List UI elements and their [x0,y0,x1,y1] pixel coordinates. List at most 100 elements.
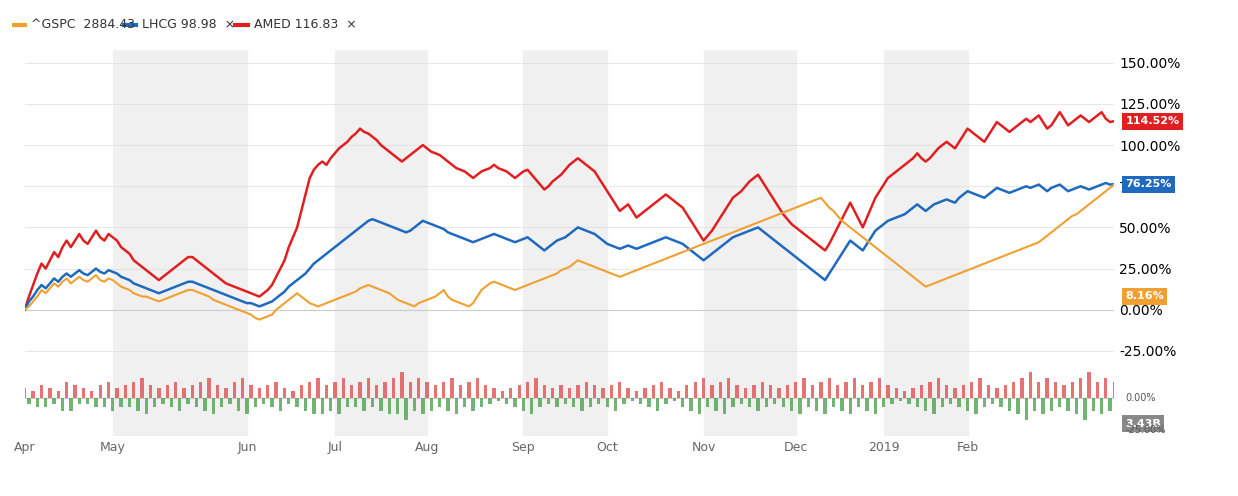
Bar [1113,382,1115,398]
Bar [113,359,246,436]
Bar [945,385,948,398]
Bar [199,382,203,398]
Bar [920,385,924,398]
Bar [1041,398,1045,414]
Bar [154,398,156,408]
Bar [472,398,475,411]
Bar [530,398,534,414]
Bar [714,398,718,411]
Bar [635,391,639,398]
Bar [799,398,802,414]
Bar [161,398,165,404]
Bar [379,398,383,411]
Bar [421,398,425,414]
Bar [677,391,680,398]
Bar [605,398,609,408]
Bar [1045,378,1049,398]
Bar [333,382,337,398]
Bar [853,378,857,398]
Bar [681,398,685,408]
Bar [467,382,470,398]
Bar [1080,378,1082,398]
Bar [744,388,748,398]
Bar [786,385,789,398]
Text: AMED 116.83  ×: AMED 116.83 × [254,18,357,31]
Bar [760,382,764,398]
Bar [321,398,324,414]
Bar [308,382,312,398]
Text: LHCG 98.98  ×: LHCG 98.98 × [142,18,235,31]
Bar [1037,382,1040,398]
Bar [245,398,249,414]
Bar [279,398,282,411]
Bar [111,398,114,411]
Bar [317,378,319,398]
Bar [907,398,911,404]
Bar [555,398,558,408]
Bar [551,388,555,398]
Bar [827,378,831,398]
Bar [342,378,345,398]
Bar [890,398,894,404]
Bar [358,382,361,398]
Bar [911,388,915,398]
Bar [647,398,651,408]
Bar [639,398,643,404]
Bar [517,385,521,398]
Bar [82,388,85,398]
Bar [203,398,207,411]
Bar [718,382,722,398]
Bar [660,382,664,398]
Bar [124,385,128,398]
Bar [64,382,68,398]
Bar [215,385,219,398]
Bar [136,398,140,411]
Bar [957,398,961,408]
Bar [790,398,794,411]
Bar [366,378,370,398]
Bar [384,382,386,398]
Bar [345,398,349,408]
Bar [375,385,379,398]
Bar [463,398,467,408]
Bar [820,382,822,398]
Bar [191,385,194,398]
Bar [539,398,542,408]
Bar [765,398,768,408]
Bar [27,398,31,404]
Bar [884,359,968,436]
Bar [623,398,625,404]
Bar [145,398,149,414]
Bar [24,388,26,398]
Bar [484,385,488,398]
Bar [249,385,253,398]
Bar [753,385,755,398]
Bar [57,391,59,398]
Bar [31,391,35,398]
Bar [651,385,655,398]
Bar [581,398,584,411]
Bar [275,382,277,398]
Bar [966,398,969,411]
Bar [78,398,80,404]
Bar [811,385,815,398]
Bar [505,398,509,404]
Bar [459,385,462,398]
Bar [140,378,144,398]
Bar [572,398,576,408]
Bar [208,378,210,398]
Bar [514,398,516,408]
Bar [895,388,898,398]
Bar [173,382,177,398]
Bar [170,398,173,408]
Bar [128,398,131,408]
Bar [1087,372,1091,398]
Bar [739,398,743,404]
Bar [644,388,646,398]
Bar [1066,398,1070,411]
Bar [899,398,903,401]
Bar [874,398,877,414]
Bar [166,385,168,398]
Bar [430,398,433,411]
Bar [1004,385,1006,398]
